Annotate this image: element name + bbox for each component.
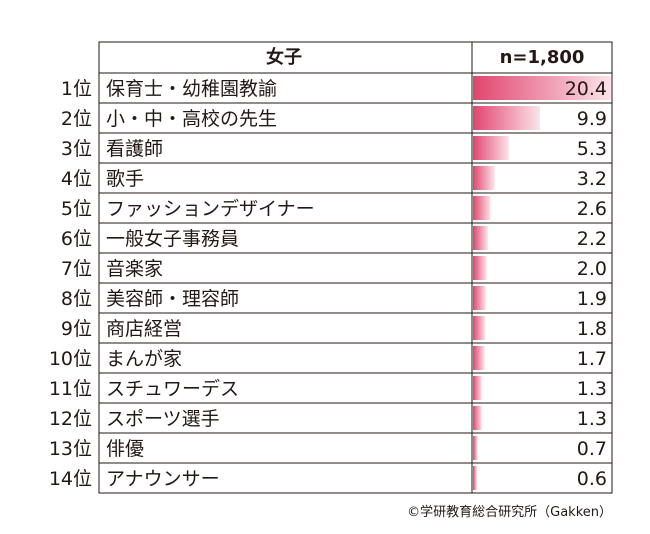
category-label: アナウンサー	[106, 468, 220, 490]
bar-7	[473, 256, 487, 280]
value-label: 20.4	[565, 78, 607, 100]
rank-label: 8位	[61, 288, 92, 310]
rank-label: 9位	[61, 318, 92, 340]
bar-5	[473, 196, 491, 220]
bar-4	[473, 166, 495, 190]
category-label: 保育士・幼稚園教諭	[106, 78, 277, 100]
value-label: 5.3	[577, 138, 607, 160]
category-label: 看護師	[106, 138, 163, 160]
rank-label: 13位	[49, 438, 92, 460]
table-grid	[98, 41, 613, 494]
value-label: 1.9	[577, 288, 607, 310]
value-label: 0.7	[577, 438, 607, 460]
bar-6	[473, 226, 488, 250]
rank-label: 1位	[61, 78, 92, 100]
rank-label: 5位	[61, 198, 92, 220]
bar-10	[473, 346, 485, 370]
category-label: スポーツ選手	[106, 408, 220, 430]
table-text: 女子 n=1,800 ©学研教育総合研究所（Gakken） 1位 保育士・幼稚園教…	[49, 46, 612, 520]
credit-text: ©学研教育総合研究所（Gakken）	[407, 504, 612, 520]
value-label: 1.3	[577, 408, 607, 430]
value-label: 2.0	[577, 258, 607, 280]
rank-label: 3位	[61, 138, 92, 160]
bar-11	[473, 376, 482, 400]
value-label: 9.9	[577, 108, 607, 130]
category-label: 音楽家	[106, 258, 163, 280]
rank-label: 11位	[49, 378, 92, 400]
rank-label: 7位	[61, 258, 92, 280]
category-label: 美容師・理容師	[106, 288, 239, 310]
header-sample-size: n=1,800	[500, 47, 585, 68]
value-label: 0.6	[577, 468, 607, 490]
bar-12	[473, 406, 482, 430]
category-label: ファッションデザイナー	[106, 198, 315, 220]
rank-label: 2位	[61, 108, 92, 130]
value-label: 1.3	[577, 378, 607, 400]
header-label: 女子	[266, 46, 302, 68]
category-label: 歌手	[106, 168, 144, 190]
category-label: 小・中・高校の先生	[106, 108, 277, 130]
bar-1	[473, 76, 611, 100]
value-label: 3.2	[577, 168, 607, 190]
bar-13	[473, 436, 478, 460]
bar-9	[473, 316, 486, 340]
value-label: 2.6	[577, 198, 607, 220]
bar-8	[473, 286, 486, 310]
bar-series	[473, 76, 611, 490]
bar-3	[473, 136, 509, 160]
category-label: 商店経営	[106, 318, 182, 340]
value-label: 1.8	[577, 318, 607, 340]
category-label: 俳優	[106, 438, 144, 460]
category-label: スチュワーデス	[106, 378, 239, 400]
category-label: 一般女子事務員	[106, 228, 239, 250]
table-border	[98, 41, 613, 494]
bar-2	[473, 106, 540, 130]
rank-label: 6位	[61, 228, 92, 250]
category-label: まんが家	[106, 348, 182, 370]
rank-label: 10位	[49, 348, 92, 370]
value-label: 2.2	[577, 228, 607, 250]
bar-14	[473, 466, 478, 490]
rank-label: 12位	[49, 408, 92, 430]
rank-label: 4位	[61, 168, 92, 190]
value-label: 1.7	[577, 348, 607, 370]
rank-label: 14位	[49, 468, 92, 490]
